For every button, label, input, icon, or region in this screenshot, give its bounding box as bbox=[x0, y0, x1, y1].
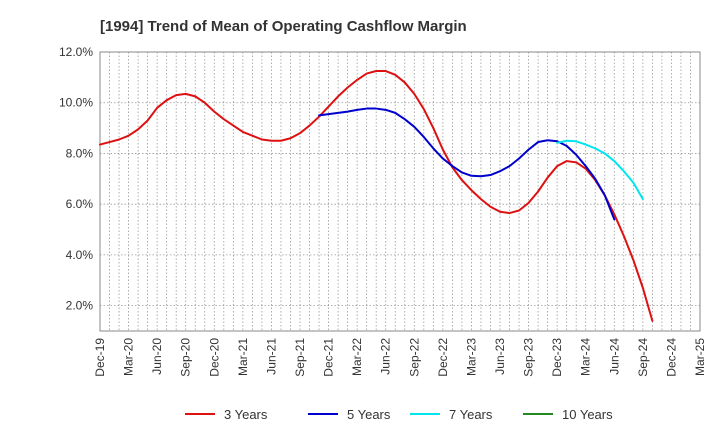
x-tick-label: Jun-21 bbox=[264, 338, 278, 375]
x-axis: Dec-19 Mar-20 Jun-20 Sep-20 Dec-20 Mar-21 Jun-… bbox=[93, 338, 707, 377]
series-line-7-years bbox=[556, 139, 644, 201]
x-tick-label: Dec-24 bbox=[664, 338, 678, 377]
x-tick-label: Mar-25 bbox=[693, 338, 707, 376]
x-tick-label: Jun-20 bbox=[150, 338, 164, 375]
y-tick-label: 6.0% bbox=[66, 197, 94, 211]
series-line-3-years bbox=[99, 70, 654, 322]
x-tick-label: Sep-24 bbox=[636, 338, 650, 377]
x-tick-label: Jun-23 bbox=[493, 338, 507, 375]
chart-title: [1994] Trend of Mean of Operating Cashfl… bbox=[100, 18, 467, 35]
legend: 3 Years 5 Years 7 Years 10 Years bbox=[185, 407, 613, 422]
series-lines bbox=[99, 70, 654, 322]
x-tick-label: Mar-22 bbox=[350, 338, 364, 376]
y-axis: 2.0% 4.0% 6.0% 8.0% 10.0% 12.0% bbox=[59, 45, 93, 313]
x-tick-label: Dec-21 bbox=[322, 338, 336, 377]
plot-area bbox=[99, 51, 701, 332]
x-tick-label: Mar-21 bbox=[236, 338, 250, 376]
x-tick-label: Sep-22 bbox=[407, 338, 421, 377]
plot-frame bbox=[99, 51, 701, 332]
legend-label: 3 Years bbox=[224, 407, 268, 422]
series-line-5-years bbox=[318, 107, 616, 221]
x-tick-label: Mar-20 bbox=[122, 338, 136, 376]
x-tick-label: Dec-19 bbox=[93, 338, 107, 377]
x-tick-label: Dec-20 bbox=[207, 338, 221, 377]
x-tick-label: Jun-24 bbox=[607, 338, 621, 375]
x-tick-label: Jun-22 bbox=[379, 338, 393, 375]
x-tick-label: Mar-24 bbox=[579, 338, 593, 376]
x-tick-label: Dec-23 bbox=[550, 338, 564, 377]
y-tick-label: 2.0% bbox=[66, 299, 94, 313]
x-tick-label: Sep-20 bbox=[179, 338, 193, 377]
y-tick-label: 8.0% bbox=[66, 146, 94, 160]
x-tick-label: Sep-21 bbox=[293, 338, 307, 377]
legend-label: 7 Years bbox=[449, 407, 493, 422]
x-tick-label: Dec-22 bbox=[436, 338, 450, 377]
legend-label: 5 Years bbox=[347, 407, 391, 422]
y-tick-label: 12.0% bbox=[59, 45, 93, 59]
x-tick-label: Mar-23 bbox=[464, 338, 478, 376]
y-tick-label: 10.0% bbox=[59, 96, 93, 110]
legend-label: 10 Years bbox=[562, 407, 613, 422]
x-tick-label: Sep-23 bbox=[522, 338, 536, 377]
y-tick-label: 4.0% bbox=[66, 248, 94, 262]
